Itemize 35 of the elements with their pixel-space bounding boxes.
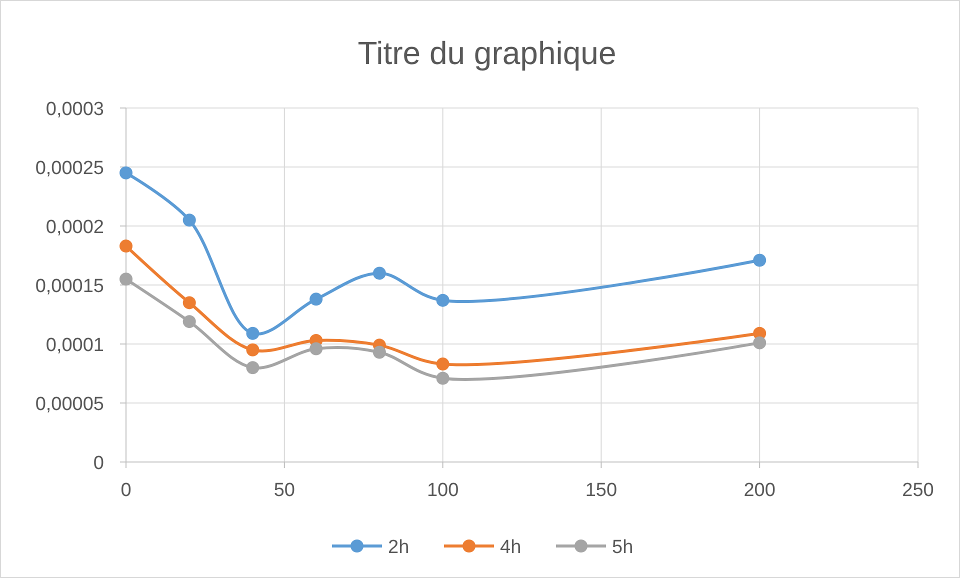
y-tick-label: 0,00025 <box>35 158 104 179</box>
y-tick-label: 0,0003 <box>46 99 104 120</box>
point <box>310 292 323 306</box>
legend-label: 2h <box>388 537 410 558</box>
point <box>372 346 386 359</box>
y-tick-label: 0,0001 <box>46 335 104 356</box>
point <box>753 336 766 350</box>
point <box>120 272 132 286</box>
point <box>372 266 386 280</box>
x-tick-label: 150 <box>585 480 618 501</box>
x-tick-label: 100 <box>426 480 459 501</box>
point <box>182 214 196 227</box>
x-tick-label: 200 <box>744 480 776 501</box>
chart-title: Titre du graphique <box>358 35 616 71</box>
x-tick-label: 250 <box>902 480 934 501</box>
point <box>120 166 132 180</box>
point <box>182 315 196 328</box>
point <box>753 254 766 267</box>
y-tick-label: 0,0002 <box>46 217 104 238</box>
point <box>182 296 196 310</box>
y-tick-label: 0 <box>93 453 104 474</box>
point <box>246 343 260 356</box>
y-tick-label: 0,00005 <box>35 394 104 415</box>
point <box>436 372 450 385</box>
x-tick-label: 50 <box>274 480 295 501</box>
point <box>436 294 450 307</box>
point <box>246 326 260 340</box>
legend-label: 4h <box>500 537 522 558</box>
point <box>120 240 132 253</box>
point <box>246 361 260 374</box>
y-tick-label: 0,00015 <box>35 276 104 297</box>
point <box>436 358 450 371</box>
legend-label: 5h <box>612 537 634 558</box>
point <box>310 342 323 356</box>
x-tick-label: 0 <box>120 480 132 501</box>
